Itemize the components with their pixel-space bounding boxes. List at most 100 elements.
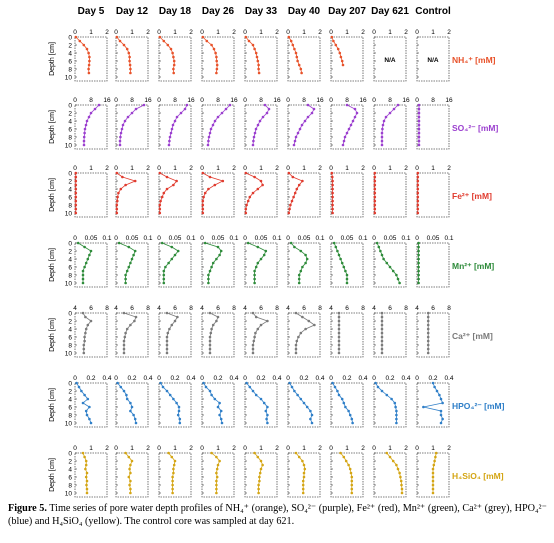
panel-frame — [416, 104, 450, 150]
data-point — [127, 51, 131, 55]
x-tick-label: 0 — [157, 235, 161, 242]
data-point — [207, 273, 210, 277]
data-point — [256, 59, 260, 63]
data-point — [83, 127, 87, 131]
data-point — [331, 207, 334, 211]
y-tick-label: 4 — [68, 397, 72, 404]
y-tick-label: 4 — [68, 187, 72, 194]
data-point — [247, 39, 251, 43]
data-point — [417, 261, 420, 265]
data-point — [259, 467, 263, 471]
x-tick-label: 0.1 — [358, 235, 367, 242]
data-point — [117, 191, 120, 195]
data-point — [115, 171, 119, 175]
x-tick-label: 16 — [402, 97, 410, 104]
x-tick-label: 0.4 — [315, 375, 324, 382]
data-point — [82, 135, 86, 139]
x-tick-label: 8 — [275, 305, 279, 312]
data-point — [253, 175, 256, 179]
x-tick-label: 1 — [302, 445, 306, 452]
data-point — [167, 261, 170, 265]
data-point — [165, 351, 169, 355]
data-point — [301, 459, 304, 463]
x-tick-label: 2 — [447, 165, 451, 172]
data-point — [344, 269, 347, 273]
data-point — [81, 273, 85, 277]
data-point — [252, 139, 255, 143]
y-tick-label: 4 — [68, 119, 72, 126]
panel-frame — [373, 242, 407, 288]
data-point — [337, 347, 341, 351]
data-point — [120, 127, 124, 131]
data-point — [330, 171, 334, 175]
y-tick-label: 6 — [68, 405, 72, 412]
x-tick-label: 0 — [114, 235, 118, 242]
panel-frame — [244, 104, 278, 150]
column-header: Day 18 — [159, 6, 192, 17]
data-point — [417, 269, 420, 273]
data-point — [215, 257, 218, 261]
data-point — [85, 471, 89, 475]
x-tick-label: 0 — [73, 97, 77, 104]
data-point — [162, 281, 166, 285]
x-tick-label: 0.1 — [229, 235, 238, 242]
data-point — [74, 183, 78, 187]
x-tick-label: 0.2 — [127, 375, 136, 382]
data-point — [417, 241, 420, 245]
data-point — [82, 343, 86, 347]
x-tick-label: 0.4 — [401, 375, 410, 382]
data-point — [128, 59, 131, 63]
data-point — [117, 241, 121, 245]
x-tick-label: 2 — [275, 165, 279, 172]
data-point — [172, 463, 176, 467]
data-point — [253, 131, 257, 135]
data-point — [121, 123, 125, 127]
data-point — [82, 43, 86, 47]
data-point — [293, 245, 296, 249]
data-point — [438, 393, 441, 397]
data-point — [288, 207, 291, 211]
x-tick-label: 2 — [318, 29, 322, 36]
data-point — [417, 277, 420, 281]
data-point — [439, 397, 443, 401]
y-tick-label: 8 — [68, 67, 72, 74]
data-point — [219, 409, 223, 413]
data-point — [122, 343, 126, 347]
data-point — [165, 343, 169, 347]
data-point — [215, 455, 218, 459]
data-point — [252, 135, 256, 139]
data-point — [215, 475, 219, 479]
data-point — [344, 459, 348, 463]
data-point — [251, 43, 255, 47]
data-point — [353, 107, 357, 111]
data-point — [439, 413, 443, 417]
panel-frame — [287, 172, 321, 218]
data-point — [201, 199, 205, 203]
data-point — [431, 475, 435, 479]
x-tick-label: 1 — [89, 165, 93, 172]
x-tick-label: 6 — [130, 305, 134, 312]
x-tick-label: 6 — [388, 305, 392, 312]
x-tick-label: 6 — [302, 305, 306, 312]
y-tick-label: 4 — [68, 257, 72, 264]
panel-frame — [244, 242, 278, 288]
data-point — [165, 339, 169, 343]
x-tick-label: 0 — [243, 165, 247, 172]
y-tick-label: 0 — [68, 35, 72, 42]
data-point — [167, 451, 170, 455]
x-tick-label: 8 — [89, 97, 93, 104]
data-point — [87, 51, 90, 55]
data-point — [81, 269, 85, 273]
profile-line — [245, 36, 260, 74]
data-point — [172, 55, 175, 59]
data-point — [78, 39, 82, 43]
data-point — [431, 467, 435, 471]
data-point — [390, 397, 393, 401]
data-point — [224, 107, 228, 111]
data-point — [251, 311, 255, 315]
x-tick-label: 1 — [388, 165, 392, 172]
x-tick-label: 0 — [329, 445, 333, 452]
data-point — [392, 107, 396, 111]
x-tick-label: 0.05 — [384, 235, 397, 242]
data-point — [301, 265, 304, 269]
